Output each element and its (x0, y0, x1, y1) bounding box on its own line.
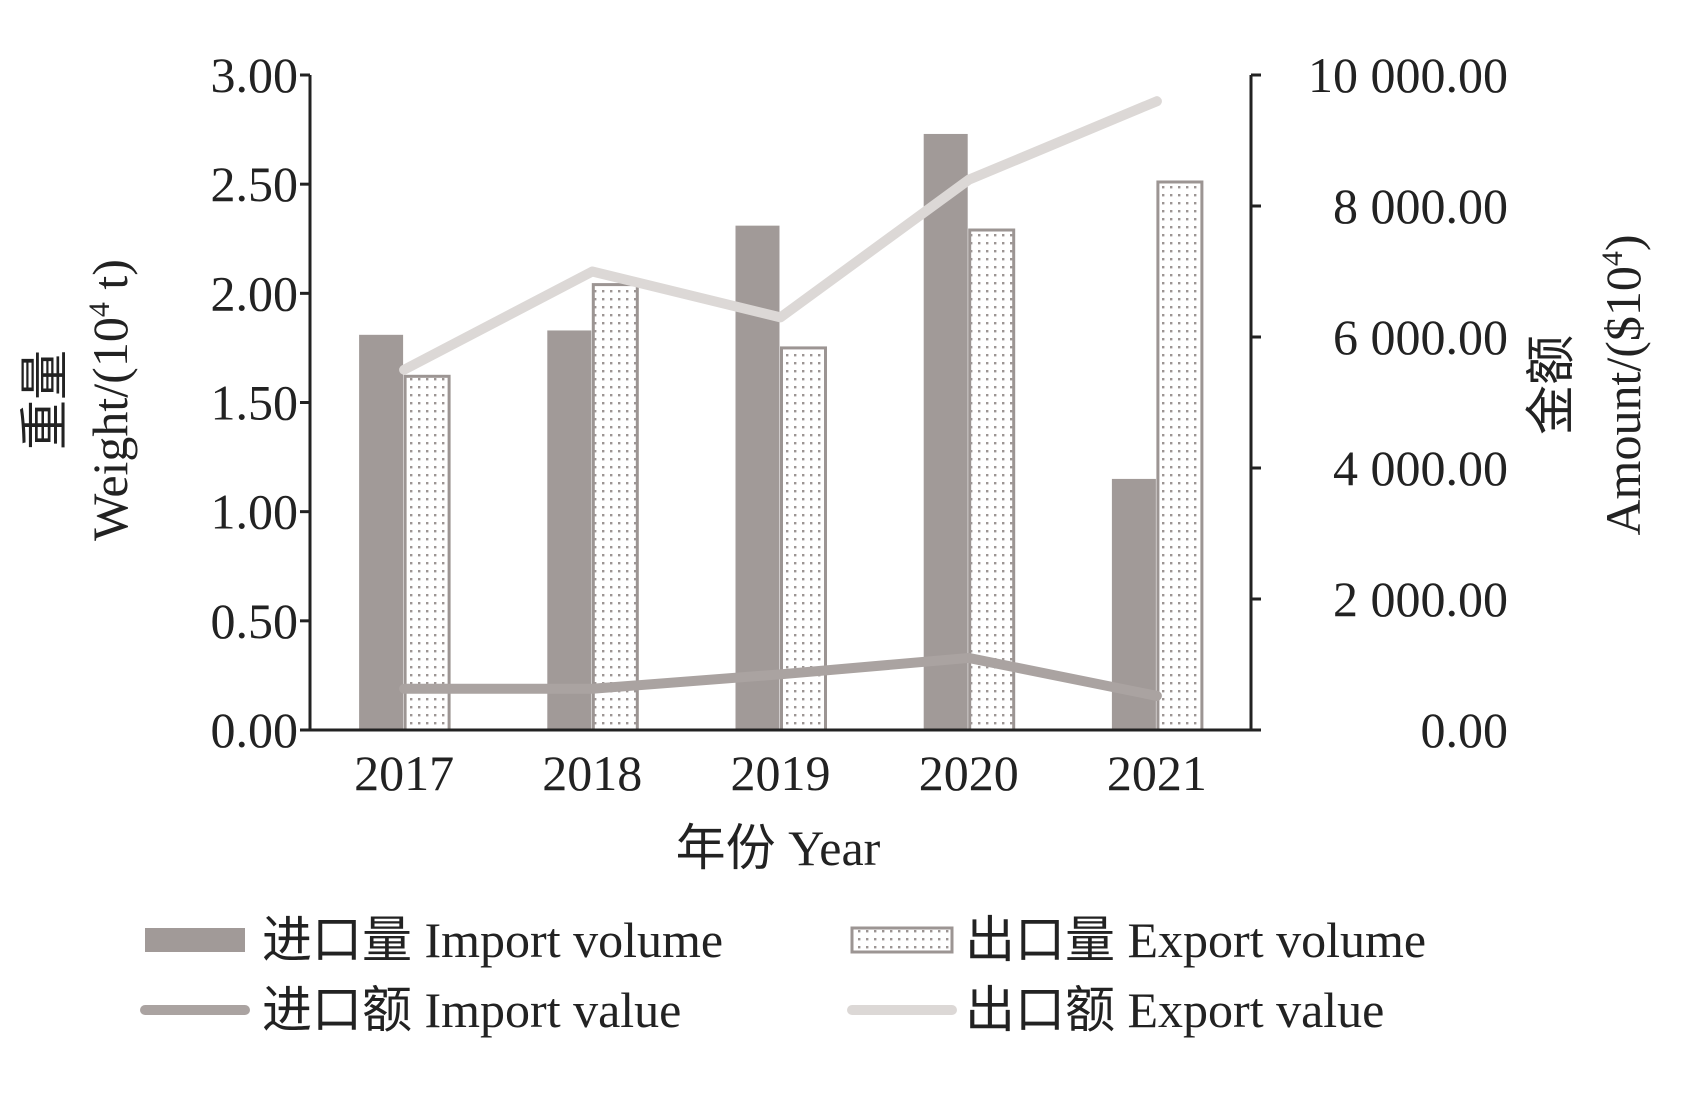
left-axis-title-en: Weight/(104 t) (82, 259, 138, 541)
legend: 进口量 Import volume 出口量 Export volume 进口额 … (140, 912, 1426, 1038)
right-tick-label: 10 000.00 (1308, 47, 1508, 103)
right-axis-title-main: Amount/($10 (1595, 266, 1651, 535)
bar-export-volume-2018 (591, 283, 639, 732)
right-tick-label: 0.00 (1421, 702, 1509, 758)
bar-export-volume-2017 (403, 374, 451, 732)
left-tick-label: 2.00 (211, 265, 299, 321)
bar-export-volume-2021 (1156, 180, 1204, 732)
right-axis-title-cn: 金额 (1523, 335, 1579, 435)
x-axis-ticks: 2017 2018 2019 2020 2021 (354, 745, 1207, 801)
left-axis-ticks: 0.00 0.50 1.00 1.50 2.00 2.50 3.00 (211, 47, 310, 758)
left-axis-title-cn: 重量 (17, 350, 73, 450)
left-tick-label: 3.00 (211, 47, 299, 103)
legend-label-export-volume: 出口量 Export volume (965, 912, 1426, 968)
left-axis-title-main: Weight/(10 (82, 317, 138, 541)
right-tick-label: 4 000.00 (1333, 440, 1508, 496)
left-tick-label: 2.50 (211, 156, 299, 212)
right-tick-label: 6 000.00 (1333, 309, 1508, 365)
bar-import-volume-2018 (547, 330, 592, 730)
left-tick-label: 0.50 (211, 593, 299, 649)
left-axis-title-sup: 4 (83, 302, 116, 317)
right-axis-title-sup: 4 (1596, 251, 1629, 266)
bar-import-volume-2020 (923, 133, 968, 730)
right-axis-title-tail: ) (1595, 234, 1651, 251)
legend-swatch-export-volume (850, 926, 954, 954)
x-tick-label-2017: 2017 (354, 745, 454, 801)
legend-swatch-import-volume (145, 928, 245, 952)
x-tick-label-2020: 2020 (919, 745, 1019, 801)
lines-layer (399, 96, 1162, 701)
left-tick-label: 0.00 (211, 702, 299, 758)
x-tick-label-2021: 2021 (1107, 745, 1207, 801)
right-tick-label: 2 000.00 (1333, 571, 1508, 627)
left-tick-label: 1.00 (211, 484, 299, 540)
bar-export-volume-2020 (968, 228, 1016, 732)
right-axis-ticks: 0.00 2 000.00 4 000.00 6 000.00 8 000.00 10 0… (1251, 47, 1508, 758)
x-tick-label-2018: 2018 (542, 745, 642, 801)
legend-label-import-value: 进口额 Import value (262, 982, 681, 1038)
bar-import-volume-2017 (359, 334, 404, 730)
x-tick-label-2019: 2019 (731, 745, 831, 801)
left-axis-title-tail: t) (82, 259, 138, 302)
left-tick-label: 1.50 (211, 375, 299, 431)
bars-layer (359, 133, 1204, 732)
right-axis-title-en: Amount/($104) (1595, 234, 1651, 535)
line-export-value (399, 96, 1162, 375)
legend-label-import-volume: 进口量 Import volume (262, 912, 723, 968)
line-import-value (399, 652, 1162, 701)
x-axis-title: 年份 Year (676, 820, 881, 876)
right-tick-label: 8 000.00 (1333, 178, 1508, 234)
legend-label-export-value: 出口额 Export value (965, 982, 1384, 1038)
bar-import-volume-2019 (735, 225, 780, 730)
